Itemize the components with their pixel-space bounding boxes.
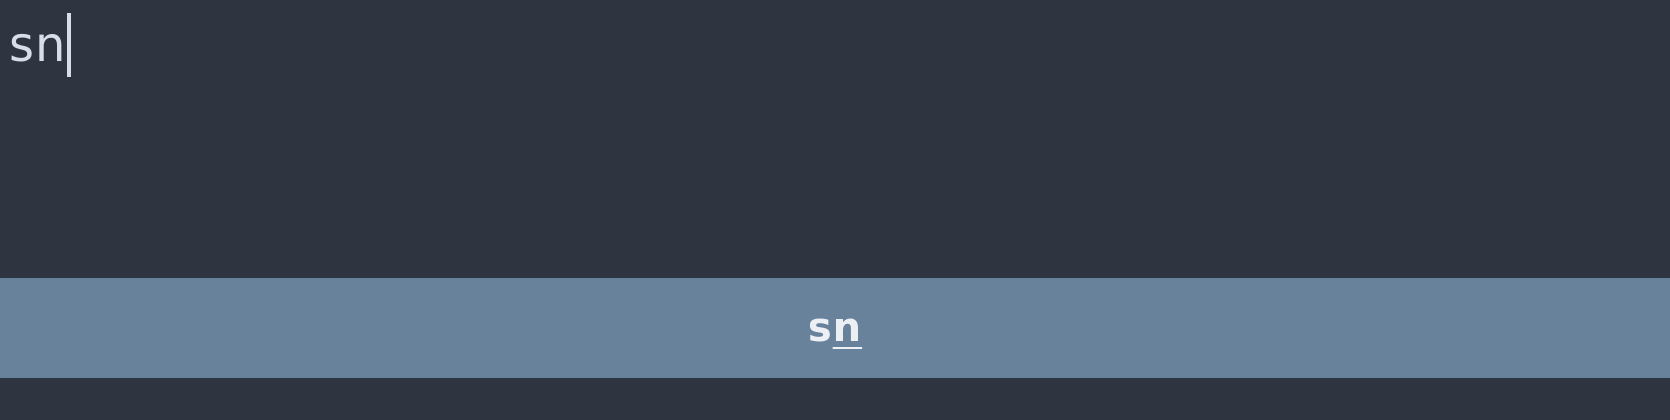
search-input[interactable]: sn bbox=[9, 12, 72, 78]
result-match-highlight: n bbox=[832, 305, 863, 351]
result-label: sn bbox=[808, 308, 862, 348]
result-unmatched-text: s bbox=[807, 305, 833, 351]
result-item-selected[interactable]: sn bbox=[0, 278, 1670, 378]
text-cursor bbox=[67, 13, 72, 77]
search-area[interactable]: sn bbox=[0, 0, 1670, 278]
result-list: sn bbox=[0, 278, 1670, 378]
search-query-text[interactable]: sn bbox=[9, 17, 67, 73]
